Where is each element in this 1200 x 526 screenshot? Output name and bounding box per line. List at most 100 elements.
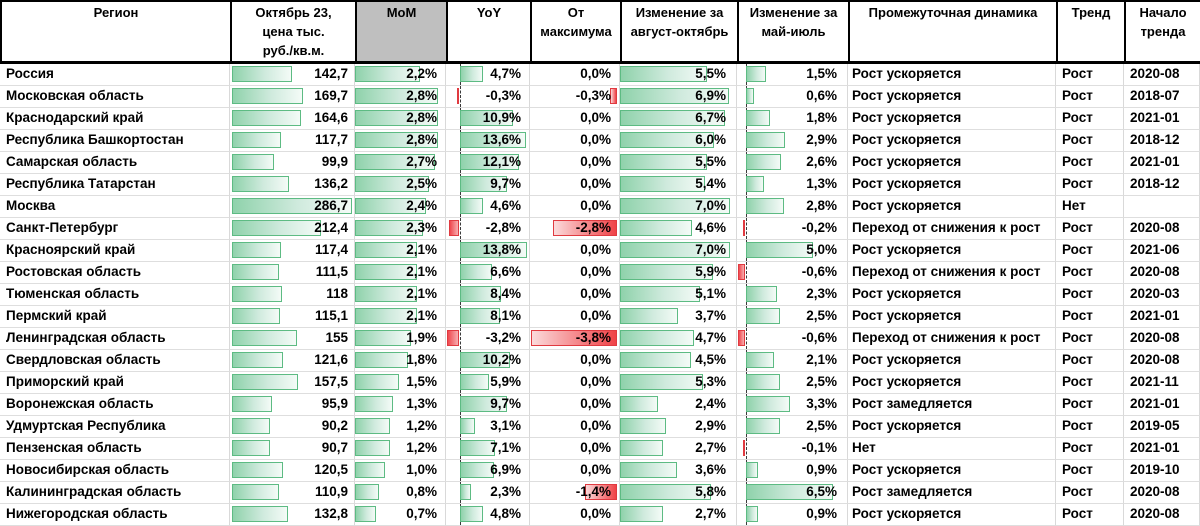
yoy-cell[interactable]: 4,6% bbox=[446, 196, 530, 218]
trend-start-cell[interactable]: 2020-08 bbox=[1124, 504, 1200, 526]
mom-cell[interactable]: 2,7% bbox=[355, 152, 446, 174]
may-jul-cell[interactable]: -0,6% bbox=[737, 328, 848, 350]
region-cell[interactable]: Ленинградская область bbox=[0, 328, 230, 350]
from-max-cell[interactable]: -2,8% bbox=[530, 218, 620, 240]
price-cell[interactable]: 118 bbox=[230, 284, 355, 306]
region-cell[interactable]: Тюменская область bbox=[0, 284, 230, 306]
mom-cell[interactable]: 0,8% bbox=[355, 482, 446, 504]
yoy-cell[interactable]: -0,3% bbox=[446, 86, 530, 108]
dynamics-cell[interactable]: Рост ускоряется bbox=[848, 306, 1056, 328]
region-cell[interactable]: Свердловская область bbox=[0, 350, 230, 372]
region-cell[interactable]: Ростовская область bbox=[0, 262, 230, 284]
dynamics-cell[interactable]: Рост ускоряется bbox=[848, 174, 1056, 196]
trend-start-cell[interactable]: 2020-08 bbox=[1124, 218, 1200, 240]
from-max-cell[interactable]: 0,0% bbox=[530, 416, 620, 438]
from-max-cell[interactable]: 0,0% bbox=[530, 460, 620, 482]
dynamics-cell[interactable]: Рост ускоряется bbox=[848, 152, 1056, 174]
region-cell[interactable]: Краснодарский край bbox=[0, 108, 230, 130]
region-cell[interactable]: Пермский край bbox=[0, 306, 230, 328]
mom-cell[interactable]: 2,8% bbox=[355, 108, 446, 130]
price-cell[interactable]: 132,8 bbox=[230, 504, 355, 526]
yoy-cell[interactable]: 9,7% bbox=[446, 394, 530, 416]
dynamics-cell[interactable]: Рост замедляется bbox=[848, 394, 1056, 416]
yoy-cell[interactable]: 12,1% bbox=[446, 152, 530, 174]
yoy-cell[interactable]: 10,2% bbox=[446, 350, 530, 372]
aug-oct-cell[interactable]: 3,7% bbox=[620, 306, 737, 328]
trend-cell[interactable]: Рост bbox=[1056, 372, 1124, 394]
trend-cell[interactable]: Рост bbox=[1056, 108, 1124, 130]
price-cell[interactable]: 142,7 bbox=[230, 64, 355, 86]
yoy-cell[interactable]: 6,9% bbox=[446, 460, 530, 482]
region-cell[interactable]: Россия bbox=[0, 64, 230, 86]
mom-cell[interactable]: 1,0% bbox=[355, 460, 446, 482]
price-cell[interactable]: 155 bbox=[230, 328, 355, 350]
region-cell[interactable]: Республика Татарстан bbox=[0, 174, 230, 196]
mom-cell[interactable]: 2,1% bbox=[355, 306, 446, 328]
mom-cell[interactable]: 2,8% bbox=[355, 86, 446, 108]
trend-cell[interactable]: Рост bbox=[1056, 240, 1124, 262]
may-jul-cell[interactable]: 1,8% bbox=[737, 108, 848, 130]
from-max-cell[interactable]: 0,0% bbox=[530, 350, 620, 372]
trend-cell[interactable]: Рост bbox=[1056, 350, 1124, 372]
region-cell[interactable]: Республика Башкортостан bbox=[0, 130, 230, 152]
from-max-cell[interactable]: 0,0% bbox=[530, 64, 620, 86]
trend-cell[interactable]: Рост bbox=[1056, 482, 1124, 504]
from-max-cell[interactable]: 0,0% bbox=[530, 174, 620, 196]
yoy-cell[interactable]: -2,8% bbox=[446, 218, 530, 240]
dynamics-cell[interactable]: Рост ускоряется bbox=[848, 130, 1056, 152]
price-cell[interactable]: 90,7 bbox=[230, 438, 355, 460]
dynamics-cell[interactable]: Рост ускоряется bbox=[848, 196, 1056, 218]
mom-cell[interactable]: 2,2% bbox=[355, 64, 446, 86]
trend-start-cell[interactable]: 2021-01 bbox=[1124, 438, 1200, 460]
price-cell[interactable]: 99,9 bbox=[230, 152, 355, 174]
price-cell[interactable]: 120,5 bbox=[230, 460, 355, 482]
region-cell[interactable]: Нижегородская область bbox=[0, 504, 230, 526]
trend-cell[interactable]: Рост bbox=[1056, 284, 1124, 306]
dynamics-cell[interactable]: Переход от снижения к рост bbox=[848, 262, 1056, 284]
dynamics-cell[interactable]: Рост ускоряется bbox=[848, 350, 1056, 372]
trend-start-cell[interactable]: 2019-10 bbox=[1124, 460, 1200, 482]
trend-cell[interactable]: Рост bbox=[1056, 86, 1124, 108]
from-max-cell[interactable]: -0,3% bbox=[530, 86, 620, 108]
trend-cell[interactable]: Рост bbox=[1056, 130, 1124, 152]
may-jul-cell[interactable]: 2,5% bbox=[737, 306, 848, 328]
aug-oct-cell[interactable]: 2,7% bbox=[620, 504, 737, 526]
trend-start-cell[interactable]: 2020-03 bbox=[1124, 284, 1200, 306]
dynamics-cell[interactable]: Рост ускоряется bbox=[848, 86, 1056, 108]
aug-oct-cell[interactable]: 5,5% bbox=[620, 152, 737, 174]
mom-cell[interactable]: 2,3% bbox=[355, 218, 446, 240]
price-cell[interactable]: 117,7 bbox=[230, 130, 355, 152]
region-cell[interactable]: Москва bbox=[0, 196, 230, 218]
mom-cell[interactable]: 1,9% bbox=[355, 328, 446, 350]
trend-start-cell[interactable]: 2021-06 bbox=[1124, 240, 1200, 262]
mom-cell[interactable]: 1,3% bbox=[355, 394, 446, 416]
may-jul-cell[interactable]: 2,3% bbox=[737, 284, 848, 306]
price-cell[interactable]: 115,1 bbox=[230, 306, 355, 328]
aug-oct-cell[interactable]: 5,8% bbox=[620, 482, 737, 504]
may-jul-cell[interactable]: -0,1% bbox=[737, 438, 848, 460]
aug-oct-cell[interactable]: 5,9% bbox=[620, 262, 737, 284]
price-cell[interactable]: 110,9 bbox=[230, 482, 355, 504]
from-max-cell[interactable]: 0,0% bbox=[530, 152, 620, 174]
yoy-cell[interactable]: 13,6% bbox=[446, 130, 530, 152]
trend-start-cell[interactable]: 2021-01 bbox=[1124, 306, 1200, 328]
may-jul-cell[interactable]: 0,6% bbox=[737, 86, 848, 108]
aug-oct-cell[interactable]: 7,0% bbox=[620, 240, 737, 262]
mom-cell[interactable]: 2,5% bbox=[355, 174, 446, 196]
trend-cell[interactable]: Рост bbox=[1056, 262, 1124, 284]
may-jul-cell[interactable]: 0,9% bbox=[737, 460, 848, 482]
may-jul-cell[interactable]: 6,5% bbox=[737, 482, 848, 504]
region-cell[interactable]: Калининградская область bbox=[0, 482, 230, 504]
aug-oct-cell[interactable]: 2,9% bbox=[620, 416, 737, 438]
yoy-cell[interactable]: 7,1% bbox=[446, 438, 530, 460]
from-max-cell[interactable]: 0,0% bbox=[530, 240, 620, 262]
aug-oct-cell[interactable]: 6,7% bbox=[620, 108, 737, 130]
mom-cell[interactable]: 1,5% bbox=[355, 372, 446, 394]
mom-cell[interactable]: 2,1% bbox=[355, 284, 446, 306]
yoy-cell[interactable]: 10,9% bbox=[446, 108, 530, 130]
from-max-cell[interactable]: -3,8% bbox=[530, 328, 620, 350]
yoy-cell[interactable]: 8,1% bbox=[446, 306, 530, 328]
trend-cell[interactable]: Рост bbox=[1056, 504, 1124, 526]
price-cell[interactable]: 286,7 bbox=[230, 196, 355, 218]
yoy-cell[interactable]: 2,3% bbox=[446, 482, 530, 504]
